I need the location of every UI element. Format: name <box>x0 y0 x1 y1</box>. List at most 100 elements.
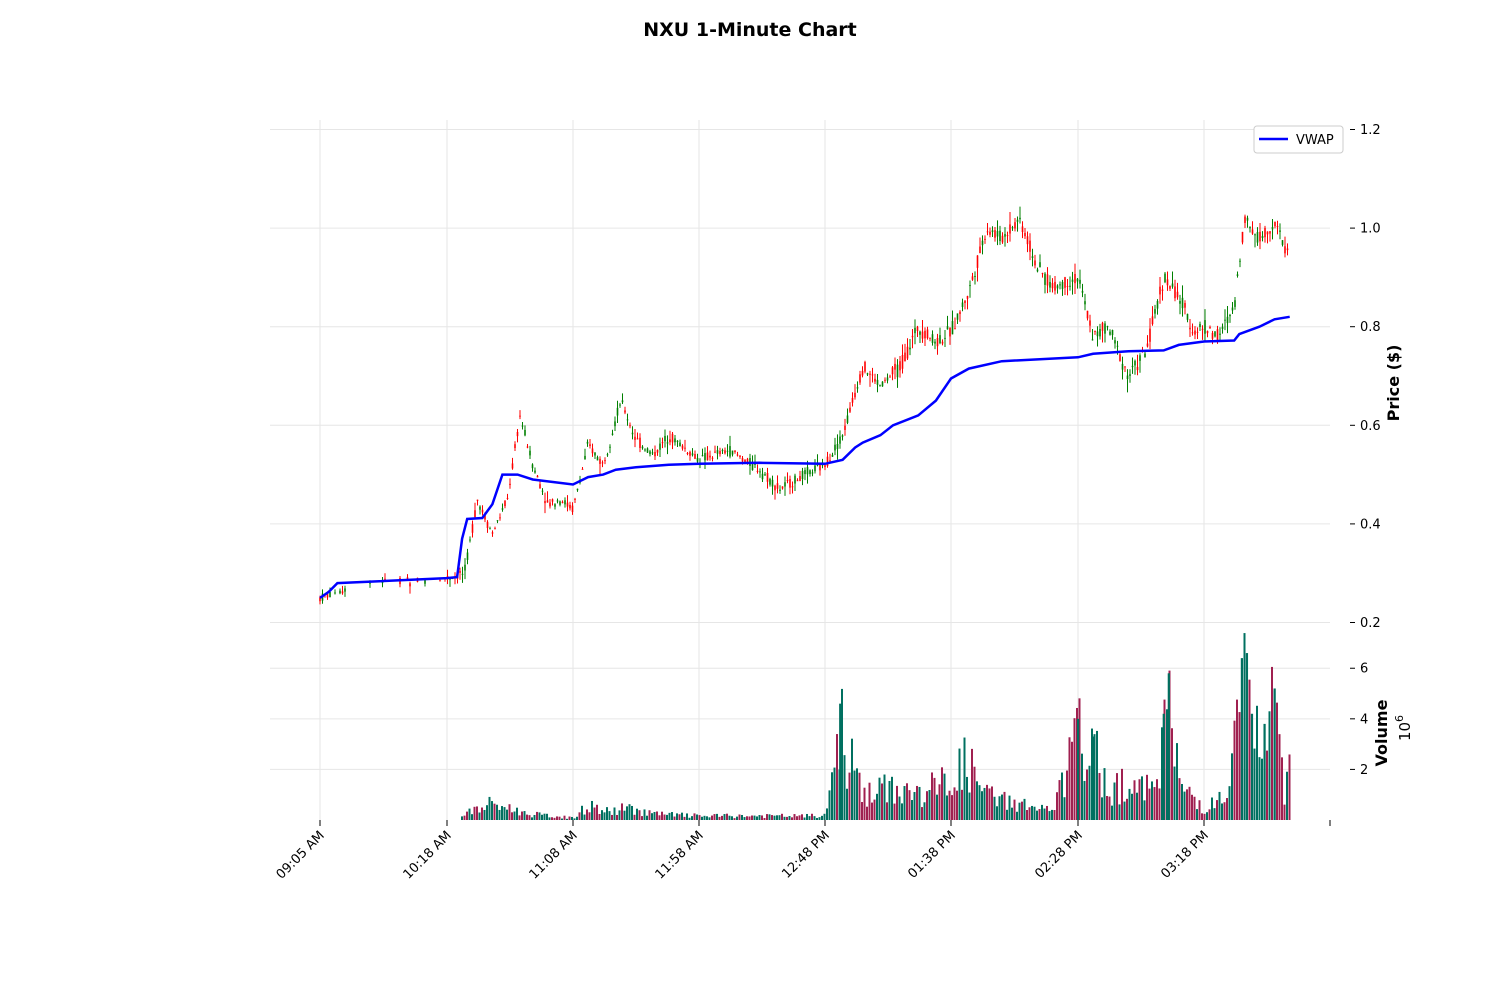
candle-body <box>901 354 904 369</box>
volume-bar <box>1248 679 1251 820</box>
volume-bar <box>793 814 796 820</box>
candle-body <box>529 450 531 456</box>
candle-body <box>1054 281 1056 291</box>
candle-body <box>1041 273 1044 275</box>
candle-body <box>606 454 609 456</box>
volume-bar <box>836 734 838 820</box>
candle-body <box>1246 217 1249 221</box>
candle-body <box>1049 281 1051 288</box>
candlesticks <box>319 206 1289 605</box>
candle-body <box>1149 328 1151 342</box>
volume-bar <box>518 815 521 820</box>
candle-body <box>859 374 861 383</box>
candle-body <box>506 497 509 499</box>
candle-body <box>521 425 524 427</box>
candle-body <box>1256 232 1259 243</box>
candle-body <box>594 452 596 456</box>
volume-bar <box>478 812 481 820</box>
candle-body <box>1206 331 1209 334</box>
candle-body <box>1014 222 1016 229</box>
volume-bar <box>801 814 803 820</box>
candle-body <box>1044 273 1046 285</box>
candle-body <box>1251 229 1254 234</box>
candle-body <box>741 458 744 462</box>
candle-body <box>814 465 816 472</box>
candle-body <box>566 502 569 507</box>
volume-bar <box>1093 734 1096 820</box>
volume-bar <box>1066 770 1068 820</box>
candle-body <box>1039 262 1041 268</box>
volume-bar <box>1048 811 1051 820</box>
legend: VWAP <box>1253 125 1344 154</box>
candle-body <box>1071 279 1074 282</box>
candle-body <box>544 501 546 504</box>
candle-body <box>881 381 884 387</box>
candle-body <box>1186 313 1189 320</box>
volume-bar <box>1245 653 1249 820</box>
volume-bar <box>1118 804 1121 820</box>
volume-bar <box>778 815 781 820</box>
volume-bar <box>773 815 776 820</box>
candle-body <box>991 230 994 233</box>
volume-bar <box>1088 765 1091 820</box>
candle-body <box>1026 236 1029 245</box>
candle-body <box>1196 331 1199 333</box>
volume-bar <box>1193 796 1196 820</box>
candle-body <box>841 435 844 437</box>
volume-bar <box>626 806 628 820</box>
volume-bar <box>1223 802 1226 820</box>
volume-bar <box>1001 794 1003 820</box>
volume-bar <box>513 811 516 820</box>
volume-bar <box>628 804 631 820</box>
volume-bar <box>698 815 701 820</box>
candle-body <box>341 591 344 594</box>
volume-bar <box>551 817 553 820</box>
candle-body <box>604 460 606 462</box>
candle-body <box>976 255 979 268</box>
candle-body <box>1091 339 1094 341</box>
candle-body <box>1069 285 1071 287</box>
volume-bar <box>968 792 971 820</box>
volume-bar <box>718 816 721 820</box>
volume-bar <box>633 814 636 820</box>
volume-bar <box>751 815 753 820</box>
volume-bar <box>1103 768 1106 820</box>
candle-body <box>1109 331 1111 335</box>
candle-body <box>569 504 571 509</box>
candle-body <box>1201 328 1204 330</box>
volume-bar <box>1078 698 1081 820</box>
volume-bar <box>1113 782 1116 820</box>
candle-body <box>961 302 964 307</box>
volume-bar <box>563 815 566 820</box>
candle-body <box>979 246 981 254</box>
candle-body <box>584 455 586 460</box>
volume-bar <box>703 815 706 820</box>
candle-body <box>589 444 591 446</box>
candle-body <box>1066 286 1069 288</box>
candle-body <box>984 238 986 240</box>
candle-body <box>646 448 649 453</box>
volume-bar <box>706 816 708 820</box>
candle-body <box>1104 323 1106 334</box>
candle-body <box>744 459 746 463</box>
candle-body <box>1276 226 1279 228</box>
volume-bar <box>598 814 601 820</box>
volume-bar <box>616 814 618 820</box>
candle-body <box>926 329 929 339</box>
candle-body <box>659 443 661 450</box>
volume-bar <box>738 814 741 820</box>
volume-bar <box>1108 796 1111 820</box>
candle-body <box>1179 301 1181 304</box>
volume-bar <box>533 814 536 820</box>
volume-bar <box>1261 758 1263 820</box>
candle-body <box>886 377 889 381</box>
volume-bar <box>736 816 738 820</box>
candle-body <box>719 451 721 455</box>
candle-body <box>844 425 846 430</box>
volume-bar <box>743 817 746 820</box>
candle-body <box>1161 289 1164 291</box>
volume-bar <box>1173 766 1176 820</box>
candle-body <box>479 506 481 510</box>
volume-bar <box>848 772 851 820</box>
volume-bar <box>1167 673 1170 820</box>
